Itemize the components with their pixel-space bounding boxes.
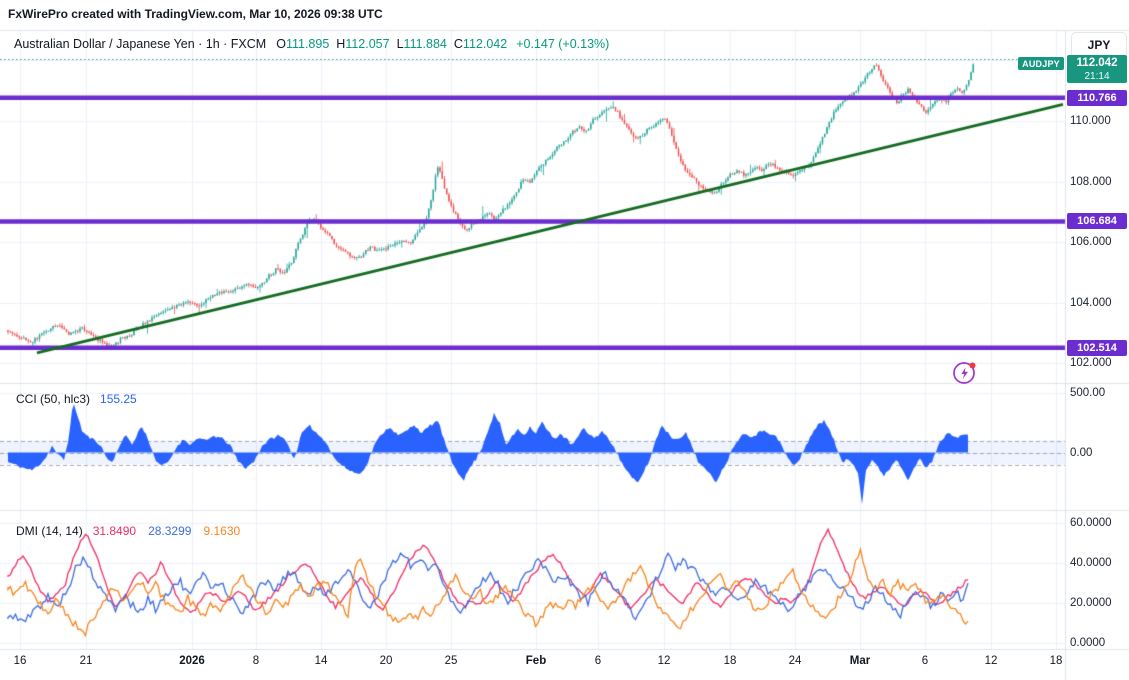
price-tick-label: 110.000 [1070, 115, 1111, 127]
dmi-tick-label: 0.0000 [1070, 637, 1106, 649]
symbol-price-flag: AUDJPY [1018, 57, 1064, 71]
ohlc-close: C112.042 [453, 37, 508, 51]
time-tick-label: 6 [594, 655, 602, 667]
flash-indicator-icon[interactable] [951, 359, 979, 387]
time-tick-label: 6 [921, 655, 929, 667]
dmi-minusdi-value: 9.1630 [203, 524, 241, 538]
ohlc-high: H112.057 [336, 37, 390, 51]
last-price-value: 112.042 [1076, 57, 1118, 70]
dmi-indicator-legend: DMI (14, 14) 31.8490 28.3299 9.1630 [16, 524, 240, 538]
time-tick-label: 18 [1049, 655, 1063, 667]
time-tick-label: 25 [444, 655, 458, 667]
price-tick-label: 102.000 [1070, 357, 1112, 370]
time-tick-label: 2026 [179, 655, 205, 667]
ohlc-open: O111.895 [276, 37, 330, 51]
cci-indicator-legend: CCI (50, hlc3) 155.25 [16, 392, 137, 406]
time-tick-label: 21 [79, 655, 93, 667]
time-tick-label: 12 [984, 655, 998, 667]
price-change: +0.147 (+0.13%) [516, 37, 610, 51]
time-tick-label: 12 [657, 655, 671, 667]
countdown-timer: 21:14 [1084, 70, 1110, 82]
time-tick-label: Mar [849, 655, 871, 667]
dmi-tick-label: 20.0000 [1070, 597, 1112, 609]
symbol-title[interactable]: Australian Dollar / Japanese Yen · 1h · … [14, 37, 267, 51]
dmi-tick-label: 60.0000 [1070, 517, 1112, 529]
time-tick-label: 8 [252, 655, 260, 667]
last-price-badge: 112.042 21:14 [1067, 55, 1127, 84]
cci-tick-label: 500.00 [1070, 386, 1106, 399]
time-tick-label: Feb [525, 655, 547, 667]
time-tick-label: 14 [314, 655, 328, 667]
time-tick-label: 16 [13, 655, 27, 667]
level-price-badge: 110.766 [1067, 89, 1127, 106]
price-tick-label: 104.000 [1070, 296, 1112, 309]
dmi-tick-label: 40.0000 [1070, 557, 1112, 569]
level-price-badge: 106.684 [1067, 213, 1127, 230]
time-tick-label: 20 [379, 655, 393, 667]
cci-value: 155.25 [100, 392, 137, 406]
ohlc-low: L111.884 [396, 37, 447, 51]
dmi-plusdi-value: 28.3299 [148, 524, 192, 538]
price-tick-label: 108.000 [1070, 175, 1112, 188]
attribution-text: FxWirePro created with TradingView.com, … [8, 7, 383, 21]
cci-tick-label: 0.00 [1070, 446, 1093, 459]
dmi-adx-value: 31.8490 [92, 524, 137, 538]
dmi-title[interactable]: DMI (14, 14) [16, 524, 83, 538]
time-tick-label: 24 [788, 655, 802, 667]
price-tick-label: 106.000 [1070, 236, 1112, 249]
main-chart-legend: Australian Dollar / Japanese Yen · 1h · … [14, 37, 609, 51]
time-tick-label: 18 [723, 655, 737, 667]
cci-title[interactable]: CCI (50, hlc3) [16, 392, 91, 406]
currency-axis-button[interactable]: JPY [1071, 32, 1127, 58]
level-price-badge: 102.514 [1067, 339, 1127, 356]
